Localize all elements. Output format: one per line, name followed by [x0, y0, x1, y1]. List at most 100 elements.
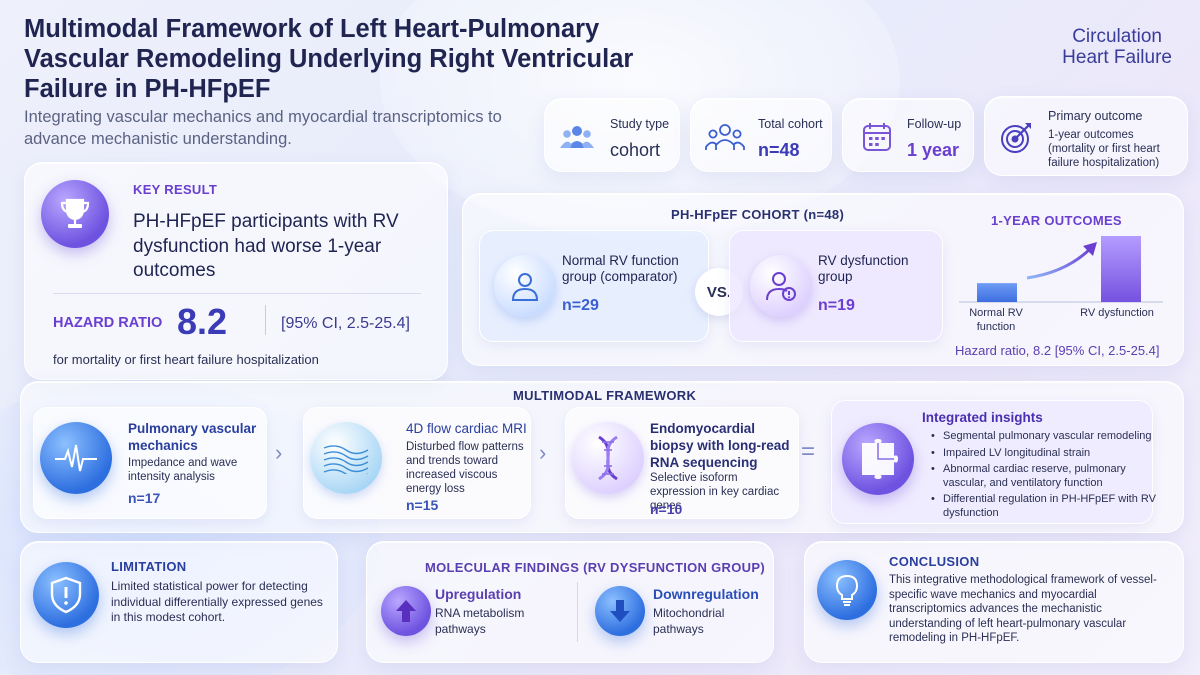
page-title: Multimodal Framework of Left Heart-Pulmo…	[24, 15, 634, 103]
rv-dysfunction-group: RV dysfunction group n=19	[729, 230, 943, 342]
equals-icon: =	[801, 438, 816, 465]
framework-item-desc: Disturbed flow patterns and trends towar…	[406, 441, 524, 495]
framework-item-mri: 4D flow cardiac MRI Disturbed flow patte…	[303, 407, 531, 519]
group1-name: Normal RV function group (comparator)	[562, 253, 679, 284]
upregulation-title: Upregulation	[435, 586, 522, 602]
stat-label: Primary outcome	[1048, 109, 1143, 123]
stat-follow-up: Follow-up 1 year	[842, 98, 974, 172]
stat-primary-outcome: Primary outcome 1-year outcomes (mortali…	[984, 96, 1188, 176]
flow-lines-icon	[310, 422, 382, 494]
insight-item: Segmental pulmonary vascular remodeling	[931, 430, 1156, 444]
person-alert-icon	[750, 255, 812, 317]
stat-value: 1-year outcomes (mortality or first hear…	[1048, 129, 1160, 169]
trend-arrow	[1026, 246, 1093, 280]
conclusion-card: CONCLUSION This integrative methodologic…	[804, 541, 1184, 663]
framework-item-n: n=15	[406, 497, 439, 513]
journal-line1: Circulation	[1072, 26, 1162, 47]
bar1-label: Normal RV function	[969, 307, 1023, 333]
framework-item-n: n=10	[650, 501, 683, 517]
confidence-interval: [95% CI, 2.5-25.4]	[281, 315, 410, 332]
waveform-icon	[40, 422, 112, 494]
insights-list: Segmental pulmonary vascular remodeling …	[931, 430, 1156, 523]
flow-lines-glyph	[323, 445, 369, 474]
downregulation-title: Downregulation	[653, 586, 759, 602]
hazard-ratio-note: for mortality or first heart failure hos…	[53, 352, 319, 367]
stat-study-type: Study type cohort	[544, 98, 680, 172]
journal-line2: Heart Failure	[1062, 47, 1172, 68]
downregulation-desc: Mitochondrial pathways	[653, 606, 725, 636]
upregulation-desc: RNA metabolism pathways	[435, 606, 525, 636]
stat-value: cohort	[610, 140, 661, 160]
puzzle-icon	[842, 423, 914, 495]
insight-item: Abnormal cardiac reserve, pulmonary vasc…	[931, 463, 1156, 490]
framework-heading: MULTIMODAL FRAMEWORK	[513, 388, 697, 403]
arrow-up-icon	[381, 586, 431, 636]
dna-icon	[572, 422, 644, 494]
stat-total-cohort: Total cohort n=48	[690, 98, 832, 172]
normal-rv-group: Normal RV function group (comparator) n=…	[479, 230, 709, 342]
key-result-card: KEY RESULT PH-HFpEF participants with RV…	[24, 162, 448, 380]
outcomes-chart	[959, 236, 1163, 303]
group2-n: n=19	[818, 297, 855, 314]
users-outline-icon	[705, 124, 745, 150]
limitation-card: LIMITATION Limited statistical power for…	[20, 541, 338, 663]
journal-name: Circulation Heart Failure	[1062, 26, 1172, 68]
person-icon	[494, 255, 556, 317]
bar-normal-rv	[977, 283, 1017, 302]
insight-item: Impaired LV longitudinal strain	[931, 447, 1156, 461]
bar-rv-dysfunction	[1101, 236, 1141, 302]
divider	[53, 293, 421, 294]
cohort-card: PH-HFpEF COHORT (n=48) Normal RV functio…	[462, 193, 1184, 366]
stat-label: Study type	[610, 117, 670, 131]
target-icon	[1001, 123, 1031, 153]
conclusion-text: This integrative methodological framewor…	[889, 574, 1157, 644]
waveform-glyph	[55, 444, 97, 472]
stat-value: n=48	[758, 140, 800, 160]
key-result-text: PH-HFpEF participants with RV dysfunctio…	[133, 211, 399, 281]
person-alert-glyph	[766, 272, 796, 301]
stat-label: Follow-up	[907, 117, 962, 131]
framework-item-title: Pulmonary vascular mechanics	[128, 421, 257, 453]
molecular-card: MOLECULAR FINDINGS (RV DYSFUNCTION GROUP…	[366, 541, 774, 663]
key-result-label: KEY RESULT	[133, 182, 218, 197]
trophy-icon	[41, 180, 109, 248]
trend-arrowhead	[1083, 242, 1097, 256]
framework-item-biopsy: Endomyocardial biopsy with long-read RNA…	[565, 407, 799, 519]
dna-glyph	[598, 435, 618, 481]
molecular-heading: MOLECULAR FINDINGS (RV DYSFUNCTION GROUP…	[425, 560, 765, 575]
shield-glyph	[50, 576, 82, 614]
trophy-glyph	[60, 198, 90, 228]
page-subtitle: Integrating vascular mechanics and myoca…	[24, 108, 502, 148]
hazard-ratio-value: 8.2	[177, 301, 228, 342]
shield-alert-icon	[33, 562, 99, 628]
conclusion-heading: CONCLUSION	[889, 554, 980, 569]
group1-n: n=29	[562, 297, 599, 314]
framework-item-title: 4D flow cardiac MRI	[406, 421, 527, 436]
framework-item-desc: Selective isoform expression in key card…	[650, 472, 780, 512]
cohort-heading: PH-HFpEF COHORT (n=48)	[671, 207, 845, 222]
lightbulb-glyph	[835, 574, 859, 606]
stat-label: Total cohort	[758, 117, 823, 131]
chevron-right-icon: ›	[539, 440, 547, 465]
arrow-down-glyph	[610, 600, 630, 622]
framework-card: MULTIMODAL FRAMEWORK Pulmonary vascular …	[20, 381, 1184, 533]
calendar-icon	[863, 123, 891, 151]
limitation-text: Limited statistical power for detecting …	[111, 579, 323, 624]
framework-item-desc: Impedance and wave intensity analysis	[128, 457, 238, 483]
bar2-label: RV dysfunction	[1080, 307, 1154, 319]
hr-caption: Hazard ratio, 8.2 [95% CI, 2.5-25.4]	[955, 343, 1160, 358]
framework-item-title: Endomyocardial biopsy with long-read RNA…	[650, 421, 790, 470]
insight-item: Differential regulation in PH-HFpEF with…	[931, 493, 1156, 520]
insights-title: Integrated insights	[922, 410, 1043, 425]
people-group-icon	[560, 126, 594, 148]
divider	[577, 582, 578, 642]
framework-item-pulmonary: Pulmonary vascular mechanics Impedance a…	[33, 407, 267, 519]
stat-value: 1 year	[907, 140, 960, 160]
framework-item-n: n=17	[128, 490, 161, 506]
divider	[265, 305, 266, 335]
arrow-down-icon	[595, 586, 645, 636]
chevron-right-icon: ›	[275, 440, 283, 465]
puzzle-glyph	[862, 439, 898, 479]
hazard-ratio-label: HAZARD RATIO	[53, 315, 163, 331]
outcomes-heading: 1-YEAR OUTCOMES	[991, 213, 1122, 228]
